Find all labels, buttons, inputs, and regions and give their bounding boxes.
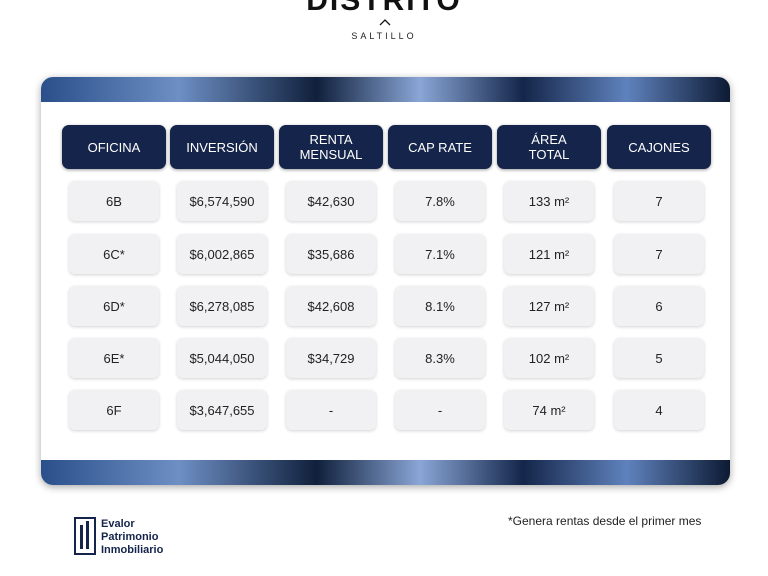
table-cell: 133 m² bbox=[504, 181, 594, 221]
logo-text: Evalor Patrimonio Inmobiliario bbox=[101, 518, 163, 557]
table-cell: - bbox=[395, 390, 485, 430]
table-cell: 6D* bbox=[69, 286, 159, 326]
logo-line: Patrimonio bbox=[101, 531, 159, 543]
table-cell: 6B bbox=[69, 181, 159, 221]
brand-subtitle: SALTILLO bbox=[351, 31, 417, 41]
caret-icon bbox=[379, 19, 391, 26]
table-cell: $5,044,050 bbox=[177, 338, 267, 378]
table-cell: $6,278,085 bbox=[177, 286, 267, 326]
table-cell: 74 m² bbox=[504, 390, 594, 430]
table-cell: 6E* bbox=[69, 338, 159, 378]
table-cell: 7 bbox=[614, 181, 704, 221]
header-cell: RENTA MENSUAL bbox=[279, 125, 383, 169]
header-cell: CAJONES bbox=[607, 125, 711, 169]
table-cell: 7 bbox=[614, 234, 704, 274]
table-cell: 4 bbox=[614, 390, 704, 430]
top-band bbox=[41, 77, 730, 102]
table-cell: $3,647,655 bbox=[177, 390, 267, 430]
table-cell: 7.1% bbox=[395, 234, 485, 274]
table-cell: $6,002,865 bbox=[177, 234, 267, 274]
table-cell: 6C* bbox=[69, 234, 159, 274]
table-cell: $42,608 bbox=[286, 286, 376, 326]
footnote: *Genera rentas desde el primer mes bbox=[508, 514, 702, 528]
table-cell: 121 m² bbox=[504, 234, 594, 274]
brand-title: DISTRITO bbox=[306, 0, 462, 17]
table-cell: 102 m² bbox=[504, 338, 594, 378]
table-cell: 7.8% bbox=[395, 181, 485, 221]
table-cell: 6 bbox=[614, 286, 704, 326]
table-cell: $35,686 bbox=[286, 234, 376, 274]
table-cell: 8.1% bbox=[395, 286, 485, 326]
table-cell: 127 m² bbox=[504, 286, 594, 326]
table-cell: $6,574,590 bbox=[177, 181, 267, 221]
logo-icon bbox=[74, 517, 96, 555]
table-cell: 8.3% bbox=[395, 338, 485, 378]
header-cell: CAP RATE bbox=[388, 125, 492, 169]
table-cell: $42,630 bbox=[286, 181, 376, 221]
table-cell: $34,729 bbox=[286, 338, 376, 378]
table-cell: 5 bbox=[614, 338, 704, 378]
header-cell: OFICINA bbox=[62, 125, 166, 169]
table-cell: 6F bbox=[69, 390, 159, 430]
logo-line: Evalor bbox=[101, 518, 135, 530]
logo-line: Inmobiliario bbox=[101, 544, 164, 556]
table-cell: - bbox=[286, 390, 376, 430]
header-cell: ÁREA TOTAL bbox=[497, 125, 601, 169]
header-cell: INVERSIÓN bbox=[170, 125, 274, 169]
bottom-band bbox=[41, 460, 730, 485]
